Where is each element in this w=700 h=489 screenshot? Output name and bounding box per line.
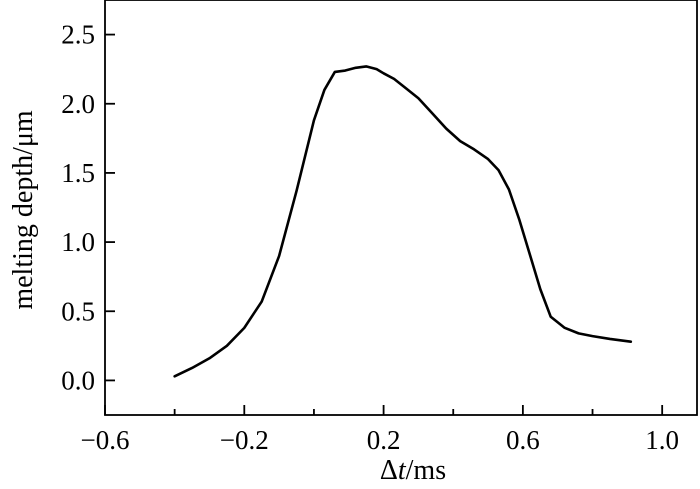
plot-frame bbox=[104, 0, 698, 416]
x-axis-delta: Δ bbox=[380, 455, 398, 486]
y-tick-label: 1.0 bbox=[61, 227, 95, 257]
x-tick-label: −0.2 bbox=[220, 425, 269, 455]
x-tick-label: 1.0 bbox=[645, 425, 679, 455]
x-axis-title: Δt/ms bbox=[380, 455, 446, 486]
x-tick-label: 0.2 bbox=[367, 425, 401, 455]
y-tick-label: 2.0 bbox=[61, 89, 95, 119]
ticks-layer bbox=[104, 33, 664, 415]
y-tick-label: 0.0 bbox=[61, 365, 95, 395]
y-axis-title: melting depth/μm bbox=[8, 110, 39, 310]
y-tick-label: 2.5 bbox=[61, 20, 95, 50]
x-axis-variable: t bbox=[398, 455, 407, 486]
series-line bbox=[173, 65, 633, 378]
x-tick-label: −0.6 bbox=[81, 425, 130, 455]
y-tick-label: 0.5 bbox=[61, 296, 95, 326]
y-tick-label: 1.5 bbox=[61, 158, 95, 188]
x-tick-label: 0.6 bbox=[506, 425, 540, 455]
labels-layer: −0.6 −0.2 0.2 0.6 1.0 0.0 0.5 1.0 1.5 2.0 2.5 bbox=[61, 20, 679, 455]
x-axis-unit: /ms bbox=[406, 455, 446, 486]
